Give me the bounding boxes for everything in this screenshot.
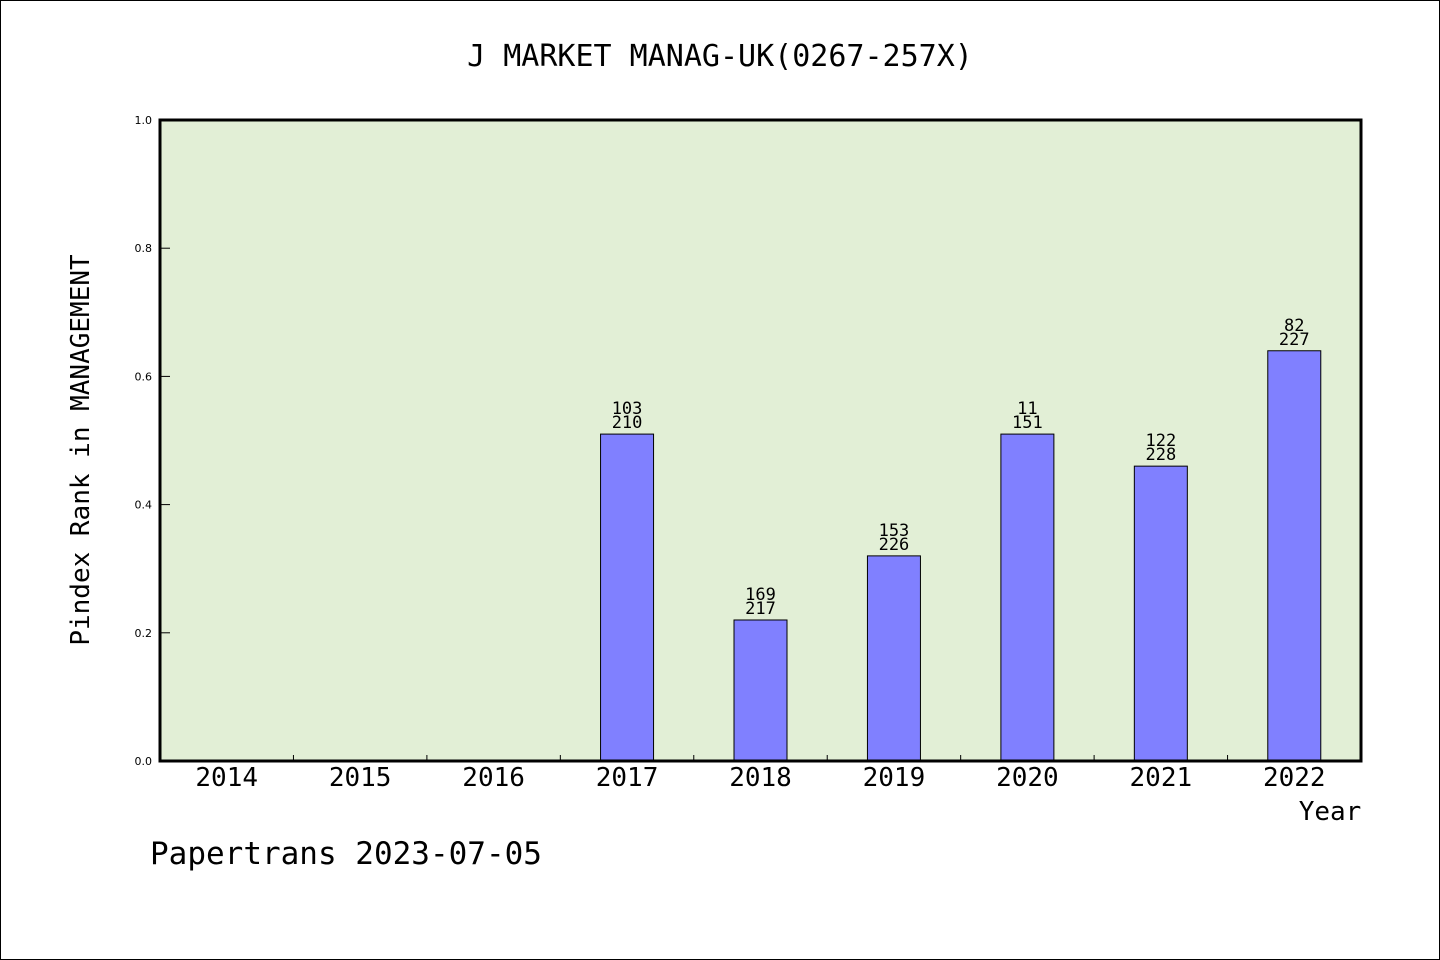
bar-total-label: 151 bbox=[1012, 413, 1043, 433]
bar-total-label: 228 bbox=[1145, 445, 1176, 465]
bar-total-label: 217 bbox=[745, 599, 776, 619]
x-tick-label: 2014 bbox=[195, 763, 258, 793]
y-tick-label: 0.0 bbox=[135, 755, 153, 768]
x-tick-label: 2015 bbox=[329, 763, 392, 793]
bar-rank-label: 122 bbox=[1145, 431, 1176, 451]
y-tick-label: 0.8 bbox=[135, 242, 153, 255]
y-axis-label: Pindex Rank in MANAGEMENT bbox=[66, 254, 96, 646]
bar bbox=[1000, 433, 1055, 762]
bar bbox=[733, 619, 788, 762]
plot-border bbox=[158, 118, 1363, 763]
x-axis-label: Year bbox=[1299, 797, 1362, 827]
x-tick-label: 2018 bbox=[729, 763, 792, 793]
bar-rank-label: 169 bbox=[745, 585, 776, 605]
bar-total-label: 226 bbox=[879, 535, 910, 555]
x-tick-label: 2022 bbox=[1263, 763, 1326, 793]
chart-title: J MARKET MANAG-UK(0267-257X) bbox=[467, 39, 973, 74]
footer-credit: Papertrans 2023-07-05 bbox=[150, 836, 542, 872]
bar-rank-label: 153 bbox=[879, 521, 910, 541]
bar bbox=[1133, 465, 1188, 762]
bar-rank-label: 103 bbox=[612, 399, 643, 419]
x-tick-label: 2020 bbox=[996, 763, 1059, 793]
y-tick-label: 0.6 bbox=[135, 370, 153, 383]
bar-total-label: 210 bbox=[612, 413, 643, 433]
y-tick-label: 0.4 bbox=[135, 499, 153, 512]
bar-rank-label: 82 bbox=[1284, 316, 1304, 336]
bar bbox=[1267, 350, 1322, 762]
bar-rank-label: 11 bbox=[1017, 399, 1037, 419]
bar bbox=[600, 433, 655, 762]
x-tick-label: 2017 bbox=[596, 763, 659, 793]
x-tick-label: 2019 bbox=[863, 763, 926, 793]
y-tick-label: 1.0 bbox=[135, 114, 153, 127]
x-tick-label: 2016 bbox=[462, 763, 525, 793]
y-tick-label: 0.2 bbox=[135, 627, 153, 640]
x-tick-label: 2021 bbox=[1130, 763, 1193, 793]
bar-total-label: 227 bbox=[1279, 330, 1310, 350]
bar bbox=[866, 555, 921, 762]
